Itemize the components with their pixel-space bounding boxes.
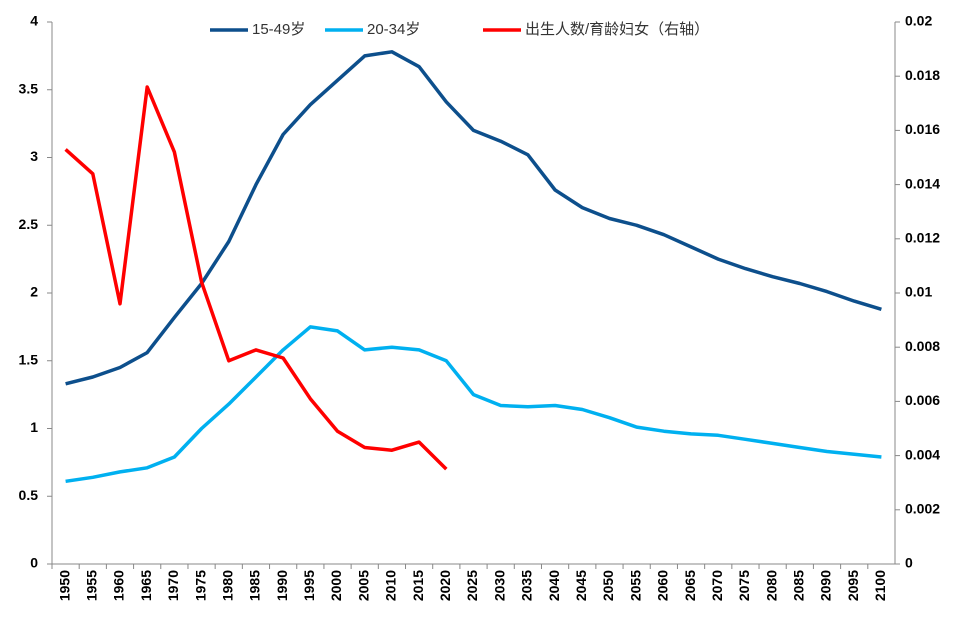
x-tick-label: 2085 bbox=[791, 570, 807, 601]
x-tick-label: 2075 bbox=[736, 570, 752, 601]
x-tick-label: 1950 bbox=[56, 570, 72, 601]
x-tick-label: 2035 bbox=[519, 570, 535, 601]
y-tick-label: 3.5 bbox=[19, 80, 39, 96]
legend-label: 出生人数/育龄妇女（右轴） bbox=[525, 20, 709, 38]
y-tick-label: 2.5 bbox=[19, 216, 39, 232]
y2-tick-label: 0.012 bbox=[905, 230, 940, 246]
x-tick-label: 2045 bbox=[573, 570, 589, 601]
y2-tick-label: 0.004 bbox=[905, 446, 940, 462]
x-tick-label: 2100 bbox=[872, 570, 888, 601]
x-tick-label: 1990 bbox=[274, 570, 290, 601]
y2-tick-label: 0.006 bbox=[905, 392, 940, 408]
y2-tick-label: 0.008 bbox=[905, 338, 940, 354]
x-tick-label: 1995 bbox=[301, 570, 317, 601]
x-tick-label: 2070 bbox=[709, 570, 725, 601]
x-tick-label: 2050 bbox=[600, 570, 616, 601]
series-line bbox=[65, 325, 882, 484]
y-tick-label: 1.5 bbox=[19, 351, 39, 367]
x-tick-label: 2015 bbox=[410, 570, 426, 601]
y-tick-label: 2 bbox=[30, 284, 38, 300]
legend-label: 15-49岁 bbox=[252, 21, 305, 38]
x-tick-label: 2060 bbox=[655, 570, 671, 601]
x-tick-label: 2020 bbox=[437, 570, 453, 601]
x-tick-label: 2030 bbox=[491, 570, 507, 601]
y-tick-label: 0 bbox=[30, 555, 38, 571]
x-tick-label: 2055 bbox=[627, 570, 643, 601]
x-tick-label: 2005 bbox=[355, 570, 371, 601]
x-tick-label: 2065 bbox=[682, 570, 698, 601]
x-tick-label: 1960 bbox=[111, 570, 127, 601]
y-tick-label: 4 bbox=[30, 13, 38, 29]
x-tick-label: 2095 bbox=[845, 570, 861, 601]
y-tick-label: 3 bbox=[30, 148, 38, 164]
series-line bbox=[64, 85, 448, 471]
x-tick-label: 2025 bbox=[464, 570, 480, 601]
x-tick-label: 1955 bbox=[83, 570, 99, 601]
x-tick-label: 2080 bbox=[763, 570, 779, 601]
x-tick-label: 2000 bbox=[328, 570, 344, 601]
y2-tick-label: 0 bbox=[905, 555, 913, 571]
x-tick-label: 1965 bbox=[138, 570, 154, 601]
y2-tick-label: 0.002 bbox=[905, 501, 940, 517]
x-tick-label: 1985 bbox=[247, 570, 263, 601]
y-tick-label: 0.5 bbox=[19, 487, 39, 503]
y2-tick-label: 0.016 bbox=[905, 121, 940, 137]
x-tick-label: 1970 bbox=[165, 570, 181, 601]
x-tick-label: 2040 bbox=[546, 570, 562, 601]
legend-label: 20-34岁 bbox=[367, 21, 420, 38]
y-tick-label: 1 bbox=[30, 419, 38, 435]
y2-tick-label: 0.02 bbox=[905, 13, 932, 29]
x-tick-label: 2090 bbox=[818, 570, 834, 601]
x-tick-label: 1975 bbox=[192, 570, 208, 601]
y2-tick-label: 0.018 bbox=[905, 67, 940, 83]
y2-tick-label: 0.014 bbox=[905, 175, 940, 191]
x-tick-label: 2010 bbox=[383, 570, 399, 601]
y2-tick-label: 0.01 bbox=[905, 284, 932, 300]
x-tick-label: 1980 bbox=[219, 570, 235, 601]
